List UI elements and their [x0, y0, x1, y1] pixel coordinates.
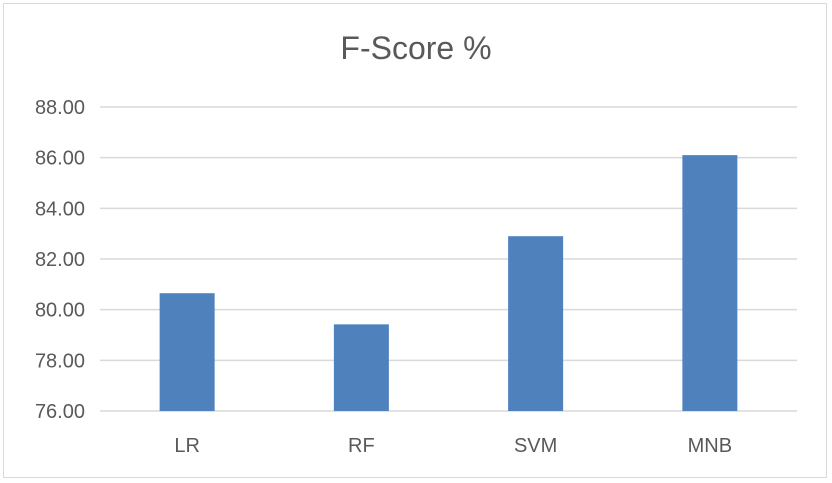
y-tick-label: 84.00 [35, 198, 85, 220]
y-tick-label: 82.00 [35, 249, 85, 271]
y-tick-label: 88.00 [35, 97, 85, 119]
x-tick-label: SVM [514, 435, 557, 457]
chart-title: F-Score % [340, 30, 492, 66]
y-tick-label: 86.00 [35, 148, 85, 170]
bar-rf [333, 324, 389, 411]
bar-mnb [682, 155, 738, 411]
y-tick-label: 76.00 [35, 401, 85, 423]
bar-svm [508, 236, 564, 411]
y-tick-label: 78.00 [35, 350, 85, 372]
x-tick-label: MNB [688, 435, 732, 457]
x-tick-label: LR [174, 435, 200, 457]
bar-lr [159, 293, 215, 411]
x-tick-label: RF [348, 435, 375, 457]
y-tick-label: 80.00 [35, 300, 85, 322]
x-axis-labels: LR RF SVM MNB [174, 435, 732, 457]
y-axis-labels: 76.00 78.00 80.00 82.00 84.00 86.00 88.00 [35, 97, 85, 423]
bars [159, 155, 738, 411]
gridlines [100, 106, 797, 412]
